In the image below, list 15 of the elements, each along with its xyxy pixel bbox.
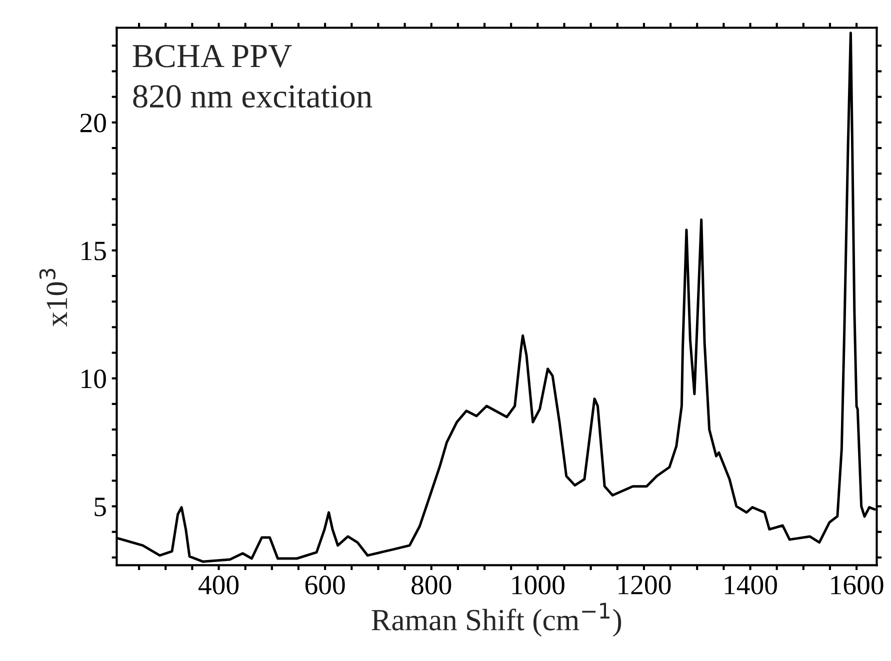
annotation: BCHA PPV [132, 44, 292, 68]
annotation: 820 nm excitation [133, 85, 372, 108]
x-tick-label: 1400 [724, 576, 777, 594]
y-tick-label: 20 [80, 114, 106, 132]
x-axis-title: Raman Shift (cm$^{−1}$) [372, 602, 622, 637]
x-tick-label: 1600 [831, 576, 884, 594]
y-tick-label: 15 [82, 242, 106, 260]
x-tick-label: 1000 [512, 576, 564, 594]
x-tick-label: 800 [412, 576, 452, 594]
x-tick-label: 600 [305, 576, 345, 594]
y-tick-label: 10 [82, 370, 106, 388]
y-axis-title: x10$^{3}$ [39, 268, 68, 327]
x-tick-label: 400 [198, 576, 239, 594]
y-tick-label: 5 [94, 498, 106, 516]
x-tick-label: 1200 [618, 576, 671, 594]
